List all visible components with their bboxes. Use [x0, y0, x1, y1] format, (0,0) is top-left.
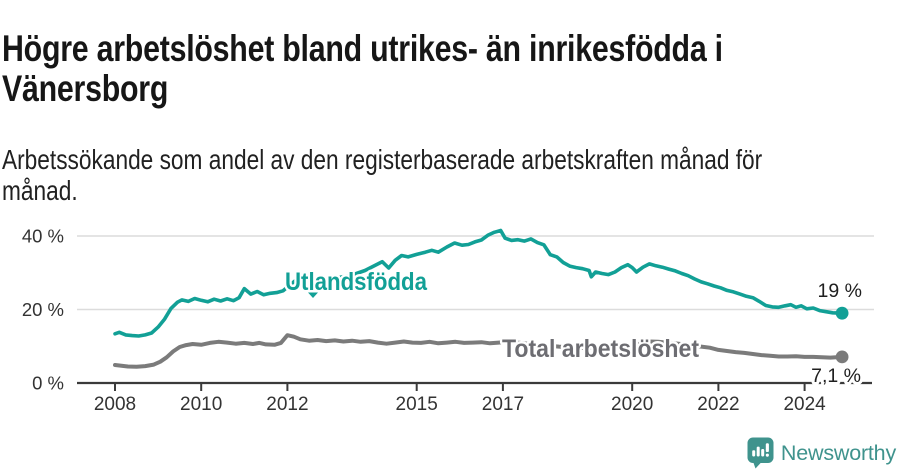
x-tick-label-2022: 2022	[697, 394, 739, 415]
newsworthy-logo-text: Newsworthy	[780, 440, 896, 465]
x-tick-label-2008: 2008	[94, 394, 136, 415]
y-tick-label-0: 0 %	[32, 373, 64, 394]
x-tick-label-2020: 2020	[611, 394, 653, 415]
series-label-utlandsf-dda: Utlandsfödda	[285, 268, 428, 296]
end-value-label-total-arbetsl-shet: 7,1 %	[811, 365, 861, 387]
x-tick-label-2024: 2024	[783, 394, 826, 415]
x-tick-label-2015: 2015	[396, 394, 438, 415]
chart-title: Högre arbetslöshet bland utrikes- än inr…	[2, 27, 723, 109]
chart-subtitle: Arbetssökande som andel av den registerb…	[2, 144, 763, 206]
series-line-utlandsf-dda	[113, 228, 844, 338]
y-tick-label-40: 40 %	[22, 226, 64, 247]
line-chart-canvas: 2008 2010 2012 2015 2017 2020 2022 2024 0 % 20 % 4…	[22, 226, 874, 415]
x-tick-label-2010: 2010	[180, 394, 222, 415]
series-label-caret-icon	[308, 292, 318, 298]
x-tick-label-2012: 2012	[266, 394, 308, 415]
series-label-total-arbetsl-shet: Total arbetslöshet	[502, 335, 700, 363]
series-end-dot-utlandsf-dda	[835, 306, 849, 320]
y-tick-label-20: 20 %	[22, 299, 64, 320]
end-value-label-utlandsf-dda: 19 %	[818, 280, 862, 302]
newsworthy-logo-icon	[747, 437, 774, 469]
x-tick-label-2017: 2017	[482, 394, 524, 415]
newsworthy-brand: Newsworthy	[747, 436, 896, 470]
series-line-total-arbetsl-shet	[113, 333, 845, 369]
series-end-dot-total-arbetsl-shet	[835, 350, 849, 364]
